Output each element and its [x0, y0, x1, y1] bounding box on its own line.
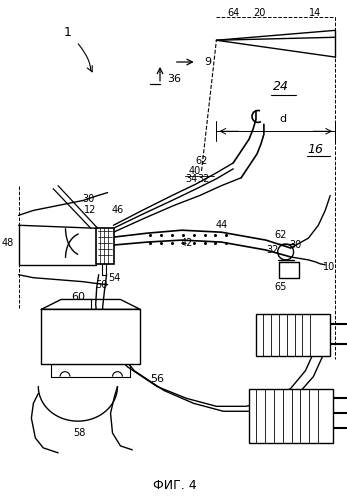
Text: 65: 65 [274, 281, 287, 291]
Text: 32: 32 [197, 174, 210, 184]
Text: 34: 34 [186, 174, 198, 184]
Text: 20: 20 [253, 7, 265, 17]
Text: 64: 64 [227, 7, 239, 17]
Text: 30: 30 [289, 240, 302, 250]
Text: 58: 58 [73, 428, 85, 438]
Text: 46: 46 [111, 206, 124, 216]
Bar [249, 389, 333, 443]
Text: 9: 9 [204, 57, 212, 67]
Text: 62: 62 [195, 156, 208, 166]
Text: 24: 24 [273, 80, 289, 93]
Text: 50: 50 [95, 279, 108, 289]
Text: 32: 32 [266, 245, 279, 255]
Text: 44: 44 [215, 220, 228, 230]
Text: 12: 12 [84, 206, 96, 216]
Bar [256, 314, 330, 356]
Text: 14: 14 [309, 7, 321, 17]
Text: 60: 60 [71, 292, 85, 302]
Bar [96, 228, 113, 264]
Text: 16: 16 [307, 143, 323, 156]
Text: 56: 56 [150, 374, 164, 384]
Text: 54: 54 [108, 272, 121, 283]
Text: d: d [279, 114, 286, 124]
Text: 1: 1 [64, 26, 72, 39]
Text: 48: 48 [1, 238, 14, 248]
Text: 40: 40 [188, 166, 201, 176]
Text: 10: 10 [323, 262, 336, 272]
Text: ФИГ. 4: ФИГ. 4 [153, 479, 197, 492]
Bar [41, 309, 140, 364]
Text: 42: 42 [180, 238, 193, 248]
Text: 62: 62 [274, 230, 287, 240]
Text: 36: 36 [167, 74, 181, 84]
Text: 30: 30 [83, 194, 95, 204]
